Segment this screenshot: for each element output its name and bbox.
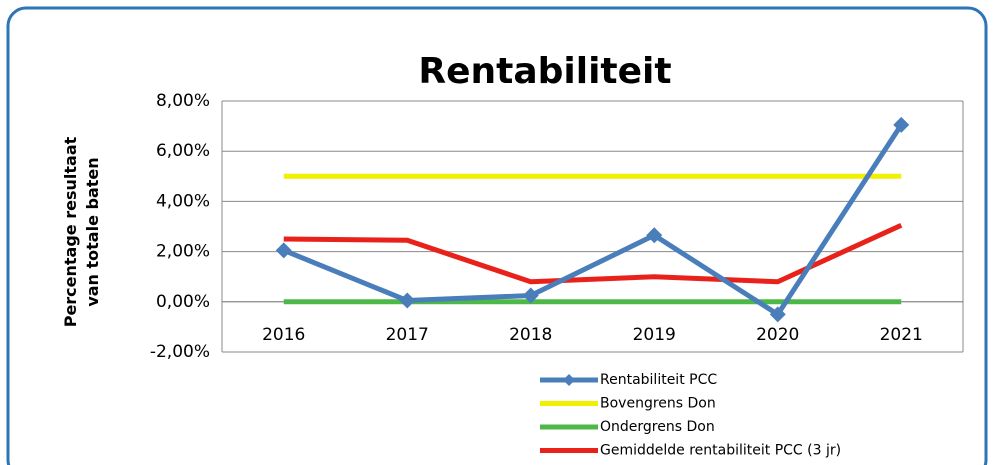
series-line	[282, 123, 904, 317]
y-tick-label: 2,00%	[156, 242, 210, 262]
series-line	[283, 222, 903, 285]
point-marker	[769, 306, 786, 323]
point-marker	[646, 227, 663, 244]
legend-label: Ondergrens Don	[600, 419, 715, 435]
point-marker	[275, 242, 292, 259]
legend-label: Gemiddelde rentabiliteit PCC (3 jr)	[600, 443, 841, 459]
x-tick-label: 2021	[880, 325, 923, 345]
point-marker	[893, 116, 910, 133]
y-axis-label: Percentage resultaat van totale baten	[61, 136, 102, 328]
chart-title: Rentabiliteit	[418, 51, 671, 92]
point-marker	[399, 292, 416, 309]
chart-frame	[6, 6, 988, 465]
legend-label: Rentabiliteit PCC	[600, 372, 717, 388]
legend-label: Bovengrens Don	[600, 396, 716, 412]
y-tick-label: 0,00%	[156, 292, 210, 312]
y-tick-label: 8,00%	[156, 91, 210, 111]
x-tick-label: 2018	[509, 325, 552, 345]
x-tick-label: 2016	[262, 325, 305, 345]
y-tick-label: 4,00%	[156, 191, 210, 211]
legend-marker	[563, 374, 575, 386]
y-tick-label: 6,00%	[156, 141, 210, 161]
y-tick-label: -2,00%	[150, 342, 210, 362]
x-tick-label: 2019	[633, 325, 676, 345]
x-tick-label: 2020	[756, 325, 799, 345]
point-marker	[522, 287, 539, 304]
x-tick-label: 2017	[386, 325, 429, 345]
